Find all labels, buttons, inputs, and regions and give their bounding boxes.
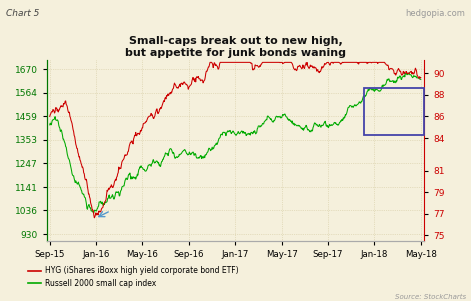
Text: Source: StockCharts: Source: StockCharts bbox=[395, 294, 466, 300]
Text: Chart 5: Chart 5 bbox=[6, 9, 39, 18]
Text: hedgopia.com: hedgopia.com bbox=[406, 9, 465, 18]
Legend: HYG (iShares iBoxx high yield corporate bond ETF), Russell 2000 small cap index: HYG (iShares iBoxx high yield corporate … bbox=[24, 263, 242, 291]
Bar bbox=[364, 88, 424, 135]
Title: Small-caps break out to new high,
but appetite for junk bonds waning: Small-caps break out to new high, but ap… bbox=[125, 36, 346, 58]
